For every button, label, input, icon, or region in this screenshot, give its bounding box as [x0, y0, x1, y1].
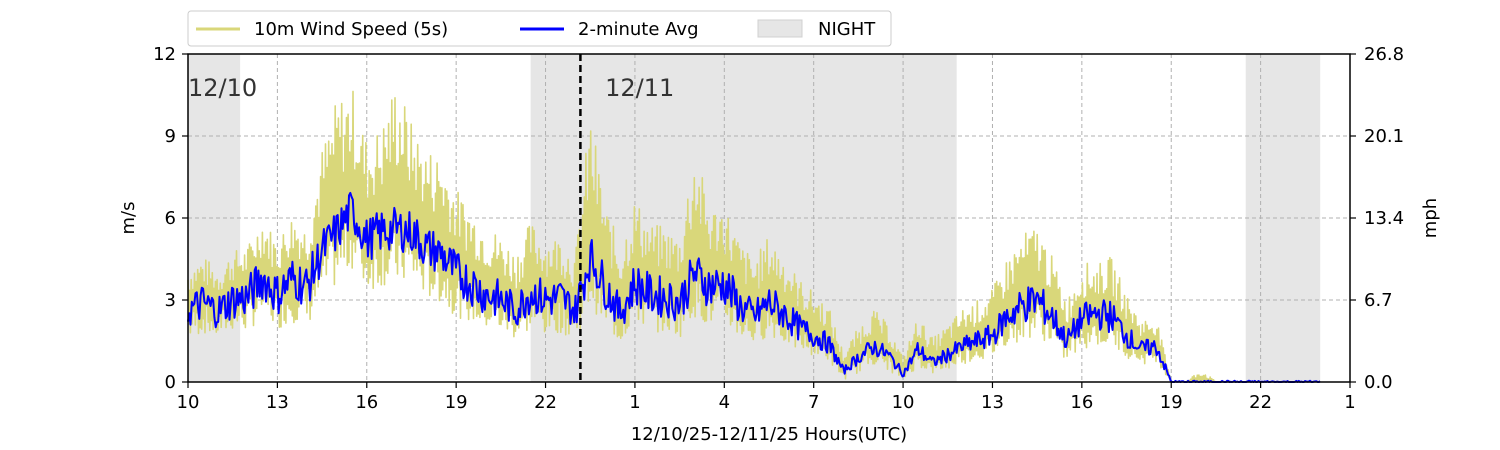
x-tick-label: 10: [892, 392, 915, 413]
legend-night-swatch: [757, 19, 803, 38]
y2-tick-label: 6.7: [1364, 290, 1393, 311]
y2-tick-label: 0.0: [1364, 372, 1393, 393]
date-label-1: 12/11: [605, 74, 674, 102]
y-tick-label: 12: [153, 44, 176, 65]
avg-series-layer: [187, 191, 1321, 383]
date-label-0: 12/10: [188, 74, 257, 102]
legend: 10m Wind Speed (5s) 2-minute Avg NIGHT: [187, 10, 892, 47]
y-tick-label: 3: [165, 290, 176, 311]
x-tick-label: 19: [445, 392, 468, 413]
x-tick-label: 22: [1249, 392, 1272, 413]
legend-gust-label: 10m Wind Speed (5s): [254, 19, 448, 40]
y-tick-label: 9: [165, 126, 176, 147]
y-tick-label: 6: [165, 208, 176, 229]
y-tick-label: 0: [165, 372, 176, 393]
x-axis-ticks: 10 13 16 19 22 1 4 7 10 13 16 19 22 1: [177, 382, 1356, 413]
y2-axis-title: mph: [1420, 198, 1441, 238]
x-tick-label: 16: [355, 392, 378, 413]
date-labels: 12/10 12/11: [188, 74, 674, 102]
avg-series-line: [187, 191, 1321, 383]
x-tick-label: 4: [719, 392, 730, 413]
x-tick-label: 7: [808, 392, 819, 413]
y2-tick-label: 20.1: [1364, 126, 1404, 147]
x-axis-title: 12/10/25-12/11/25 Hours(UTC): [631, 424, 907, 445]
y2-axis-ticks: 0.0 6.7 13.4 20.1 26.8: [1350, 44, 1404, 393]
x-tick-label: 19: [1160, 392, 1183, 413]
x-tick-label: 16: [1070, 392, 1093, 413]
x-tick-label: 10: [177, 392, 200, 413]
x-tick-label: 13: [981, 392, 1004, 413]
x-tick-label: 22: [534, 392, 557, 413]
legend-avg-label: 2-minute Avg: [578, 19, 699, 40]
y-axis-ticks: 0 3 6 9 12: [153, 44, 188, 393]
y2-tick-label: 13.4: [1364, 208, 1404, 229]
y2-tick-label: 26.8: [1364, 44, 1404, 65]
x-tick-label: 13: [266, 392, 289, 413]
y-axis-title: m/s: [118, 202, 139, 235]
legend-night-label: NIGHT: [818, 19, 876, 40]
x-tick-label: 1: [629, 392, 640, 413]
x-tick-label: 1: [1344, 392, 1355, 413]
